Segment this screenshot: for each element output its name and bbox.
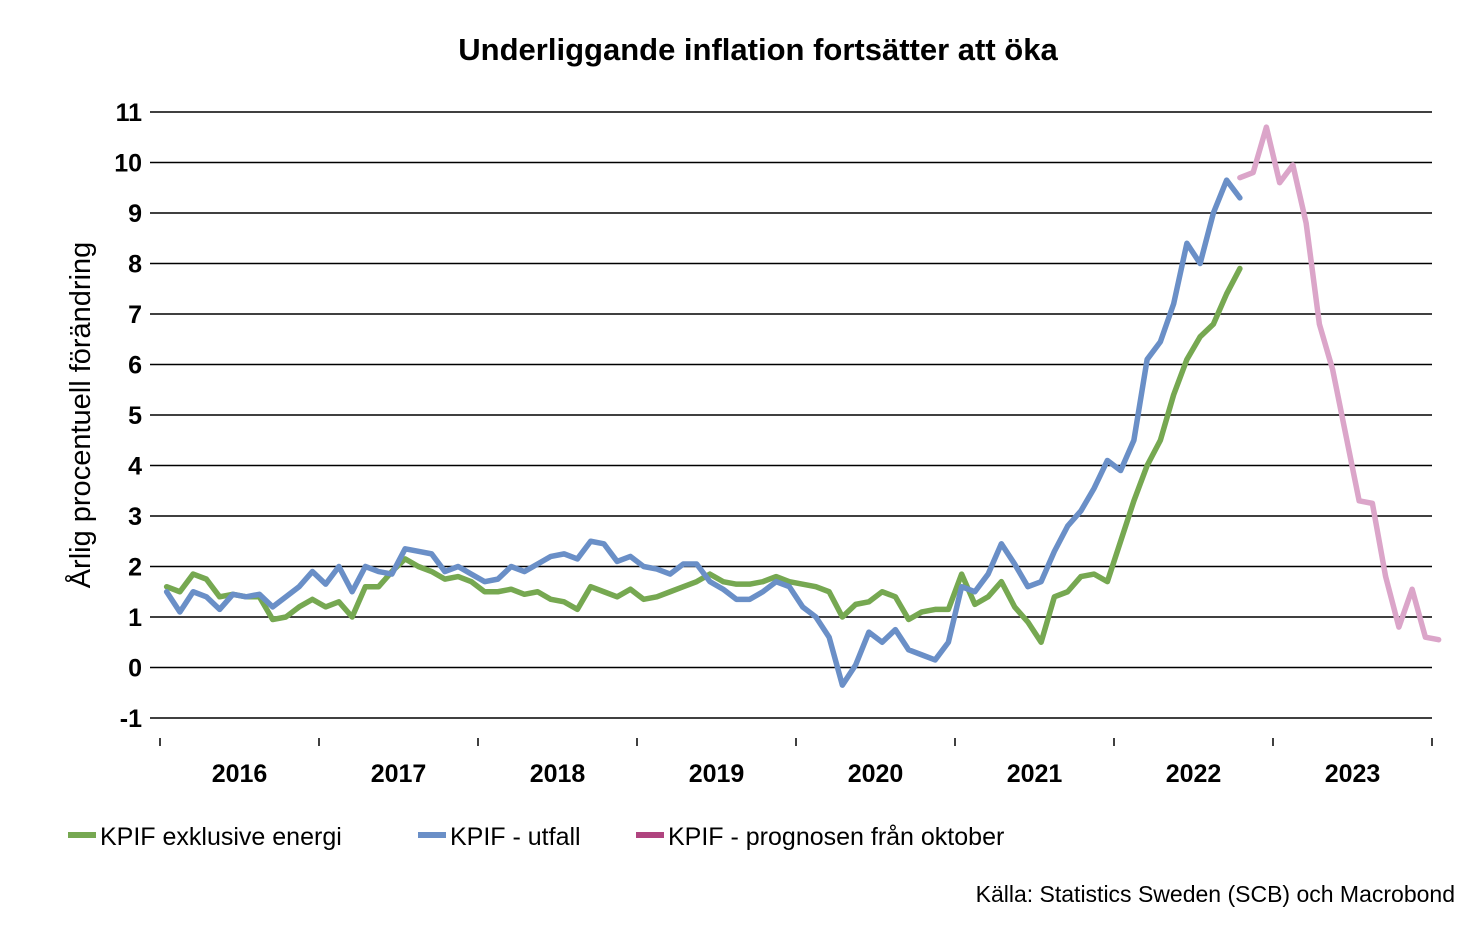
y-tick-label: 10: [114, 150, 142, 178]
legend-label: KPIF - prognosen från oktober: [668, 823, 1004, 851]
x-tick-label: 2018: [530, 760, 586, 788]
source-note: Källa: Statistics Sweden (SCB) och Macro…: [976, 881, 1455, 907]
y-tick-label: 0: [128, 655, 142, 683]
y-tick-label: 2: [128, 554, 142, 582]
x-tick-label: 2023: [1325, 760, 1381, 788]
legend-label: KPIF - utfall: [450, 823, 581, 851]
y-tick-label: 4: [128, 453, 142, 481]
chart-title: Underliggande inflation fortsätter att ö…: [458, 32, 1058, 67]
x-axis: 2016 2017 2018 2019 2020 2021 2022 2023: [159, 738, 1433, 788]
x-tick-label: 2016: [212, 760, 268, 788]
x-tick-label: 2020: [848, 760, 904, 788]
series-line-1: [163, 265, 1243, 645]
legend-swatch: [68, 832, 96, 838]
y-tick-label: 9: [128, 200, 142, 228]
y-tick-label: 8: [128, 251, 142, 279]
legend-swatch: [636, 832, 664, 838]
y-axis-label: Årlig procentuell förändring: [64, 242, 97, 589]
series-lines: [163, 124, 1442, 688]
x-tick-label: 2021: [1007, 760, 1063, 788]
x-tick-label: 2019: [689, 760, 745, 788]
y-tick-label: -1: [120, 705, 142, 733]
x-tick-label: 2022: [1166, 760, 1222, 788]
series-line-2: [163, 177, 1243, 688]
y-tick-label: 6: [128, 352, 142, 380]
legend: KPIF exklusive energi KPIF - utfall KPIF -…: [68, 823, 1004, 851]
y-tick-label: 5: [128, 402, 142, 430]
y-tick-label: 11: [116, 99, 143, 127]
y-tick-label: 7: [128, 301, 142, 329]
series-line-3: [1237, 124, 1442, 643]
x-tick-label: 2017: [371, 760, 427, 788]
y-tick-label: 1: [128, 604, 142, 632]
legend-swatch: [418, 832, 446, 838]
y-tick-label: 3: [128, 503, 142, 531]
gridlines: [150, 111, 1432, 719]
y-axis-ticks: -1 0 1 2 3 4 5 6 7 8 9 10 11: [114, 99, 142, 733]
legend-label: KPIF exklusive energi: [100, 823, 342, 851]
